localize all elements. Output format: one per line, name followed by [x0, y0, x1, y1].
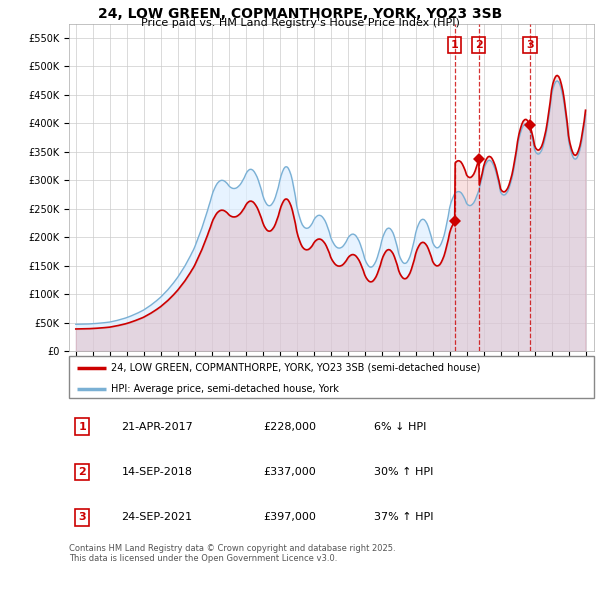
Text: 2: 2: [78, 467, 86, 477]
Text: 30% ↑ HPI: 30% ↑ HPI: [373, 467, 433, 477]
Text: £397,000: £397,000: [263, 512, 316, 522]
Text: Price paid vs. HM Land Registry's House Price Index (HPI): Price paid vs. HM Land Registry's House …: [140, 18, 460, 28]
FancyBboxPatch shape: [69, 356, 594, 398]
Text: £337,000: £337,000: [263, 467, 316, 477]
Text: 1: 1: [78, 422, 86, 432]
Text: 6% ↓ HPI: 6% ↓ HPI: [373, 422, 426, 432]
Text: 21-APR-2017: 21-APR-2017: [121, 422, 193, 432]
Text: HPI: Average price, semi-detached house, York: HPI: Average price, semi-detached house,…: [111, 384, 339, 394]
Text: 2: 2: [475, 40, 482, 50]
Text: Contains HM Land Registry data © Crown copyright and database right 2025.
This d: Contains HM Land Registry data © Crown c…: [69, 544, 395, 563]
Text: 24, LOW GREEN, COPMANTHORPE, YORK, YO23 3SB (semi-detached house): 24, LOW GREEN, COPMANTHORPE, YORK, YO23 …: [111, 363, 481, 373]
Text: 3: 3: [526, 40, 534, 50]
Text: 24-SEP-2021: 24-SEP-2021: [121, 512, 193, 522]
Text: 37% ↑ HPI: 37% ↑ HPI: [373, 512, 433, 522]
Text: 14-SEP-2018: 14-SEP-2018: [121, 467, 193, 477]
Text: £228,000: £228,000: [263, 422, 316, 432]
Text: 24, LOW GREEN, COPMANTHORPE, YORK, YO23 3SB: 24, LOW GREEN, COPMANTHORPE, YORK, YO23 …: [98, 7, 502, 21]
Text: 1: 1: [451, 40, 458, 50]
Text: 3: 3: [79, 512, 86, 522]
